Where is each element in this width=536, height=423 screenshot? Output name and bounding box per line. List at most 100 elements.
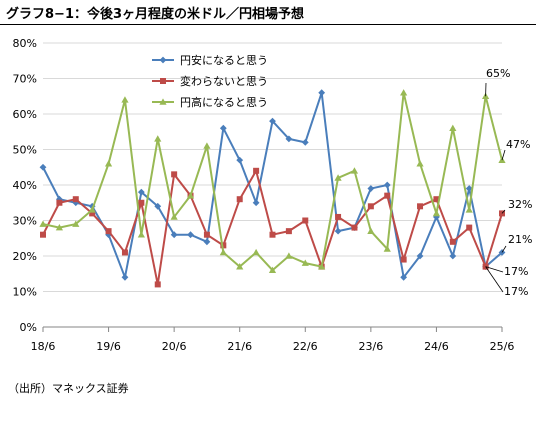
data-point [72,199,80,207]
y-tick-label: 10% [13,286,37,299]
data-point [160,78,166,84]
annotation-leader [485,266,504,273]
data-point [498,249,506,256]
data-point [433,196,440,203]
data-point [236,156,244,164]
data-point [466,224,473,231]
data-point [40,231,46,238]
data-point [121,249,128,256]
data-point [137,188,145,196]
data-point [465,206,473,213]
x-tick-label: 22/6 [293,340,318,353]
y-tick-label: 70% [13,73,37,86]
data-point [154,281,161,288]
data-point [121,96,129,103]
x-tick-label: 23/6 [359,340,384,353]
data-point [138,199,145,206]
data-point [236,196,243,203]
y-tick-label: 40% [13,179,37,192]
data-point [384,192,391,199]
data-point [159,98,167,105]
annotation-label: 21% [508,233,532,246]
series-group [39,89,506,288]
legend-label: 円安になると思う [180,53,268,67]
data-point [383,245,391,252]
data-point [121,273,129,281]
y-tick-label: 0% [20,321,37,334]
data-point [351,224,358,231]
data-point [383,181,391,189]
y-tick-label: 60% [13,108,37,121]
legend-entry: 変わらないと思う [152,74,268,88]
annotation-label: 65% [486,67,510,80]
data-point [400,89,408,96]
x-tick-label: 21/6 [227,340,252,353]
annotation-leader [501,209,506,214]
data-point [105,228,112,235]
legend-entry: 円高になると思う [152,95,268,109]
data-point [400,256,407,263]
data-point [302,217,309,224]
series-3 [39,89,506,273]
data-point [400,273,408,281]
data-point [170,231,178,239]
data-point [39,163,47,171]
data-point [367,185,375,192]
annotation-leader [501,149,506,161]
data-point [203,238,211,246]
x-tick-label: 20/6 [162,340,187,353]
data-point [236,263,244,270]
data-point [72,196,79,203]
data-point [350,167,359,174]
data-point [219,124,227,132]
x-tick-label: 25/6 [490,340,515,353]
data-point [220,242,227,249]
y-tick-label: 80% [13,37,37,50]
data-point [417,203,424,210]
data-point [335,213,342,220]
data-point [154,202,162,210]
chart-title: グラフ8−1：今後3ヶ月程度の米ドル／円相場予想 [6,7,305,22]
data-point [269,231,276,238]
legend-entry: 円安になると思う [152,53,268,67]
data-point [334,227,342,235]
data-point [285,252,293,259]
annotation-label: 17% [504,285,528,298]
data-point [203,231,210,238]
data-point [56,199,63,206]
data-point [253,167,260,174]
data-point [318,89,326,97]
axes: 0% 10% 20% 30% 40% 50% 60% 70% 80% 18/6 19/6 20/6 21… [13,37,515,353]
gridlines [43,42,502,292]
data-point [171,171,178,178]
data-point [285,135,293,143]
data-point [170,213,178,220]
title-underline [0,24,536,25]
data-point [367,203,374,210]
data-point [318,263,326,270]
annotation-leader [485,266,504,293]
y-tick-label: 30% [13,215,37,228]
data-point [252,199,260,207]
x-tick-label: 18/6 [31,340,56,353]
data-point [89,210,96,217]
data-point [449,124,457,131]
data-point [268,266,277,273]
series-2 [40,167,505,288]
data-point [159,56,167,64]
annotations: 65% 47% 32% 21% 17% 17% [485,67,532,298]
data-point [432,209,441,217]
source-note: （出所）マネックス証券 [8,382,129,395]
data-point [449,238,456,245]
data-point [301,259,309,266]
annotation-label: 17% [504,265,528,278]
data-point [219,248,227,256]
data-point [154,135,162,142]
data-point [72,220,80,227]
data-point [285,228,292,235]
data-point [334,174,342,181]
data-point [55,195,63,203]
data-point [104,160,113,167]
